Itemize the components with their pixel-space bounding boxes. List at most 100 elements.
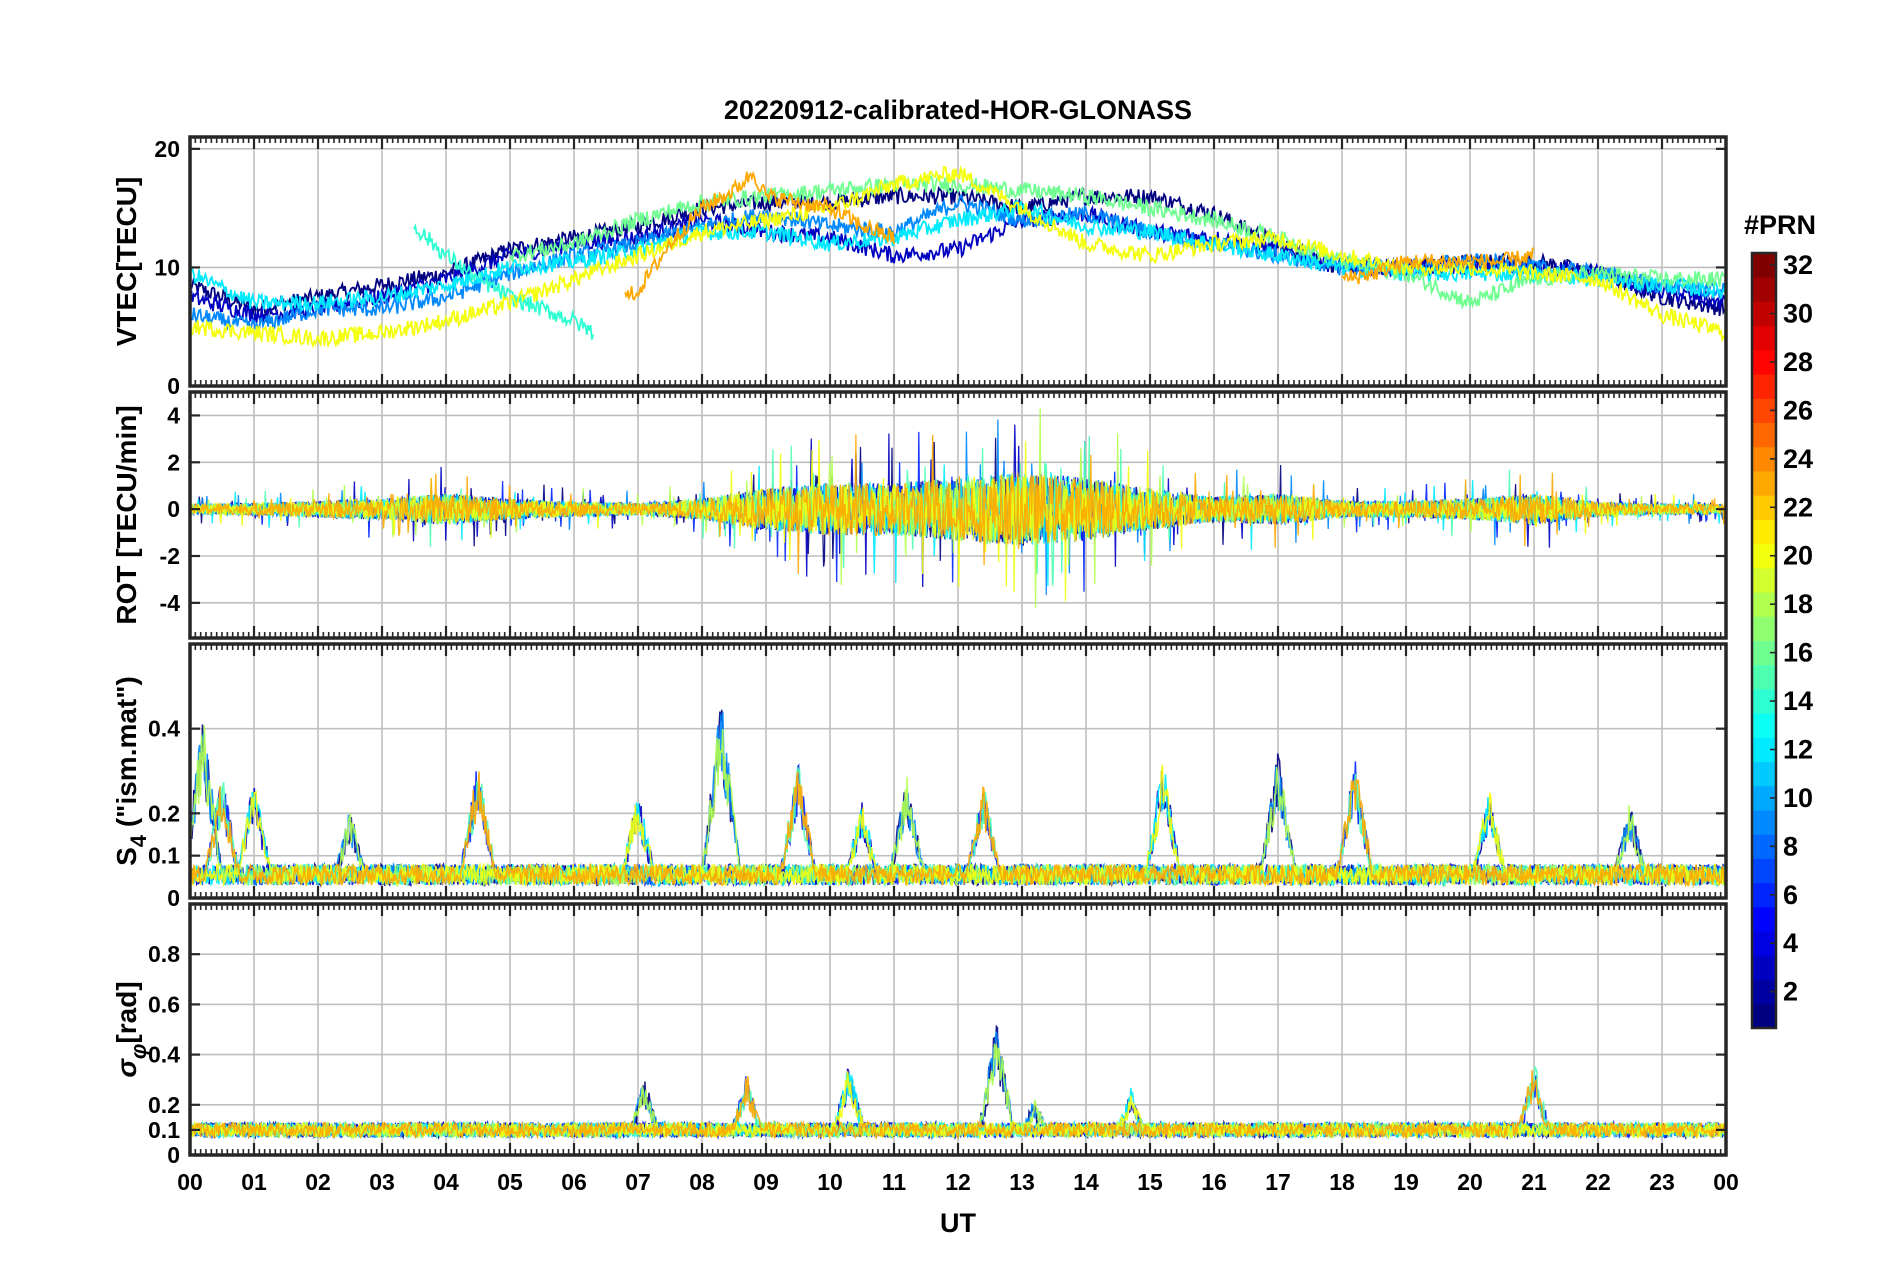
x-tick-label: 12 [945, 1169, 971, 1195]
series-prn-16 [509, 174, 1726, 310]
x-tick-label: 15 [1137, 1169, 1163, 1195]
y-tick-label: 0.6 [148, 991, 180, 1017]
x-tick-label: 08 [689, 1169, 715, 1195]
chart-title: 20220912-calibrated-HOR-GLONASS [724, 95, 1192, 125]
colorbar-segment [1752, 955, 1776, 981]
y-tick-label: 0.1 [148, 1117, 180, 1143]
colorbar-tick-label: 28 [1783, 347, 1813, 377]
y-tick-label: 0.4 [148, 1042, 180, 1068]
x-tick-label: 00 [1713, 1169, 1739, 1195]
colorbar-segment [1752, 616, 1776, 641]
colorbar-segment [1752, 1003, 1776, 1029]
colorbar-segment [1752, 906, 1776, 932]
colorbar-tick-label: 16 [1783, 638, 1813, 668]
series-prn-14 [413, 223, 595, 340]
y-tick-label: 0 [167, 373, 180, 399]
y-ticks: -4 -2 0 2 4 [160, 402, 1726, 616]
x-tick-labels: 00 01 02 03 04 05 06 07 08 09 10 11 12 13 14 15 16 17 18 19… [177, 1169, 1739, 1195]
x-tick-label: 16 [1201, 1169, 1227, 1195]
colorbar-tick-label: 26 [1783, 395, 1813, 425]
colorbar-segment [1752, 713, 1776, 738]
y-tick-label: 20 [154, 136, 180, 162]
y-tick-label: 0.4 [148, 716, 180, 742]
colorbar-tick-label: 12 [1783, 734, 1813, 764]
colorbar-tick-label: 24 [1783, 444, 1813, 474]
x-tick-label: 17 [1265, 1169, 1291, 1195]
y-axis-label: S4 ("ism.mat") [111, 676, 151, 866]
x-axis-label: UT [940, 1208, 976, 1238]
y-tick-label: 4 [167, 402, 180, 428]
y-axis-label-main: σ [111, 1058, 142, 1078]
series-prn-23 [190, 1070, 1726, 1141]
colorbar-tick-label: 8 [1783, 831, 1798, 861]
x-tick-label: 01 [241, 1169, 267, 1195]
colorbar-tick-label: 22 [1783, 492, 1813, 522]
colorbar-segment [1752, 374, 1776, 399]
colorbar-tick-label: 18 [1783, 589, 1813, 619]
y-tick-label: 2 [167, 449, 180, 475]
x-tick-label: 21 [1521, 1169, 1547, 1195]
x-tick-label: 11 [882, 1169, 907, 1195]
colorbar-tick-label: 10 [1783, 783, 1813, 813]
colorbar-tick-label: 30 [1783, 299, 1813, 329]
grid [189, 904, 1727, 1156]
x-ticks [188, 904, 1728, 1155]
series-prn-20 [190, 765, 1726, 888]
panel-rot: -4 -2 0 2 4 ROT [TECU/min] [111, 390, 1728, 640]
x-tick-label: 05 [497, 1169, 523, 1195]
colorbar-box [1750, 251, 1778, 1030]
x-tick-label: 09 [753, 1169, 779, 1195]
colorbar-tick-label: 32 [1783, 250, 1813, 280]
x-tick-label: 07 [625, 1169, 651, 1195]
x-tick-label: 13 [1009, 1169, 1035, 1195]
colorbar-tick-label: 6 [1783, 880, 1798, 910]
x-tick-label: 06 [561, 1169, 587, 1195]
x-tick-label: 00 [177, 1169, 203, 1195]
y-tick-label: 0.2 [148, 1092, 180, 1118]
panel-vtec: 0 10 20 VTEC[TECU] [111, 135, 1728, 399]
colorbar-segment [1752, 519, 1776, 545]
colorbar-segment [1752, 422, 1776, 448]
y-tick-label: -2 [160, 543, 180, 569]
x-tick-label: 18 [1329, 1169, 1355, 1195]
series-prn-23 [190, 434, 1726, 574]
colorbar-label: #PRN [1744, 210, 1816, 240]
colorbar-segment [1752, 664, 1776, 690]
y-axis-label-sub: 4 [126, 834, 151, 847]
x-tick-label: 14 [1073, 1169, 1099, 1195]
colorbar-segment [1752, 761, 1776, 787]
y-axis-label-tail: ("ism.mat") [111, 676, 142, 835]
data-layer [190, 408, 1726, 608]
panel-sigma_phi: 00.10.20.40.60.8σφ[rad]00 01 02 03 04 05 06 07 0… [111, 902, 1739, 1195]
y-tick-label: 0.1 [148, 843, 180, 869]
x-ticks [188, 644, 1728, 898]
data-layer [190, 164, 1726, 349]
y-tick-label: 0.8 [148, 941, 180, 967]
panel-s4: 0 0.1 0.2 0.4S4 ("ism.mat") [111, 642, 1728, 911]
y-tick-label: 0 [167, 885, 180, 911]
x-ticks [188, 392, 1728, 638]
y-tick-label: 0 [167, 496, 180, 522]
y-tick-label: 0 [167, 1142, 180, 1168]
data-layer [190, 1024, 1726, 1141]
x-tick-label: 22 [1585, 1169, 1611, 1195]
colorbar-segment [1752, 325, 1776, 351]
data-layer [190, 709, 1726, 888]
x-tick-label: 20 [1457, 1169, 1483, 1195]
y-ticks: 0 10 20 [154, 136, 1726, 399]
colorbar-segment [1752, 810, 1776, 835]
x-ticks [188, 137, 1728, 386]
colorbar-segment [1752, 470, 1776, 496]
colorbar-tick-label: 4 [1783, 928, 1798, 958]
grid [189, 644, 1727, 899]
series-prn-23 [190, 771, 1726, 888]
x-tick-label: 10 [817, 1169, 843, 1195]
series-prn-20 [190, 164, 1726, 349]
y-tick-label: 0.2 [148, 800, 180, 826]
y-tick-label: 10 [154, 254, 180, 280]
x-tick-label: 23 [1649, 1169, 1675, 1195]
x-tick-label: 04 [433, 1169, 459, 1195]
